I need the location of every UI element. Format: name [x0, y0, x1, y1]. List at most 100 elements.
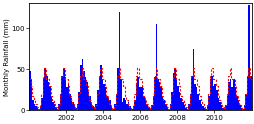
Bar — [246, 78, 247, 110]
Bar — [177, 86, 178, 110]
Bar — [247, 5, 249, 110]
Bar — [84, 78, 86, 110]
Bar — [146, 104, 147, 110]
Bar — [249, 76, 250, 110]
Bar — [75, 108, 77, 110]
Bar — [35, 106, 37, 110]
Bar — [123, 98, 124, 110]
Bar — [128, 102, 129, 110]
Bar — [154, 78, 155, 110]
Bar — [143, 96, 144, 110]
Bar — [187, 104, 189, 110]
Bar — [206, 105, 208, 110]
Bar — [214, 84, 215, 110]
Bar — [61, 76, 63, 110]
Bar — [103, 84, 104, 110]
Bar — [141, 86, 143, 110]
Bar — [32, 100, 34, 110]
Bar — [175, 79, 177, 110]
Bar — [107, 98, 109, 110]
Bar — [121, 102, 123, 110]
Bar — [95, 104, 97, 110]
Bar — [152, 96, 154, 110]
Bar — [252, 87, 254, 110]
Bar — [43, 79, 44, 110]
Bar — [58, 104, 60, 110]
Bar — [227, 82, 229, 110]
Bar — [212, 86, 214, 110]
Bar — [237, 100, 238, 110]
Bar — [180, 98, 181, 110]
Bar — [170, 92, 172, 110]
Bar — [163, 100, 164, 110]
Bar — [183, 105, 184, 110]
Bar — [37, 108, 38, 110]
Bar — [194, 84, 195, 110]
Bar — [40, 106, 41, 110]
Bar — [173, 68, 175, 110]
Bar — [198, 100, 200, 110]
Bar — [100, 65, 101, 110]
Bar — [215, 90, 217, 110]
Bar — [89, 96, 90, 110]
Bar — [47, 82, 49, 110]
Bar — [29, 71, 30, 110]
Bar — [44, 68, 46, 110]
Bar — [118, 12, 120, 110]
Bar — [147, 107, 149, 110]
Bar — [164, 104, 166, 110]
Bar — [87, 92, 89, 110]
Bar — [151, 105, 152, 110]
Bar — [30, 79, 32, 110]
Bar — [34, 104, 35, 110]
Bar — [250, 82, 252, 110]
Bar — [192, 49, 194, 110]
Bar — [201, 106, 203, 110]
Bar — [229, 79, 231, 110]
Bar — [189, 94, 190, 110]
Bar — [126, 104, 128, 110]
Bar — [72, 102, 74, 110]
Bar — [74, 106, 75, 110]
Bar — [241, 109, 243, 110]
Bar — [78, 92, 80, 110]
Bar — [101, 79, 103, 110]
Bar — [238, 105, 240, 110]
Bar — [124, 100, 126, 110]
Bar — [138, 87, 140, 110]
Bar — [69, 94, 70, 110]
Bar — [106, 96, 107, 110]
Bar — [226, 96, 227, 110]
Bar — [186, 109, 187, 110]
Bar — [51, 96, 52, 110]
Bar — [115, 94, 117, 110]
Bar — [223, 109, 224, 110]
Bar — [120, 79, 121, 110]
Bar — [38, 109, 40, 110]
Bar — [64, 78, 66, 110]
Bar — [234, 87, 235, 110]
Bar — [160, 87, 161, 110]
Bar — [184, 108, 186, 110]
Bar — [137, 78, 138, 110]
Bar — [135, 84, 137, 110]
Bar — [93, 108, 95, 110]
Bar — [224, 105, 226, 110]
Bar — [83, 71, 84, 110]
Bar — [149, 109, 151, 110]
Bar — [117, 68, 118, 110]
Bar — [140, 87, 141, 110]
Bar — [218, 102, 220, 110]
Bar — [178, 92, 180, 110]
Bar — [70, 98, 72, 110]
Bar — [221, 108, 223, 110]
Bar — [217, 98, 218, 110]
Bar — [54, 104, 55, 110]
Bar — [232, 79, 234, 110]
Bar — [90, 104, 92, 110]
Bar — [169, 104, 170, 110]
Bar — [97, 90, 98, 110]
Bar — [55, 107, 57, 110]
Bar — [211, 76, 212, 110]
Bar — [110, 106, 112, 110]
